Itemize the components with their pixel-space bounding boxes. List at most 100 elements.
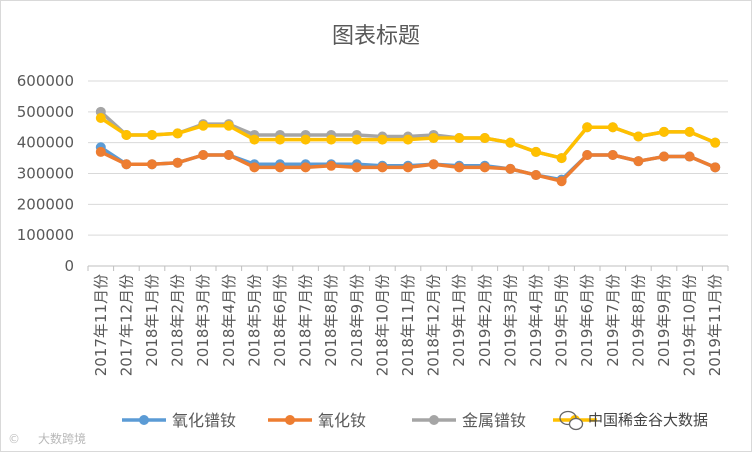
legend-label: 氧化镨钕 — [172, 411, 236, 430]
x-tick-label: 2019年8月份 — [629, 274, 647, 367]
data-point — [172, 157, 183, 168]
data-point — [172, 128, 183, 139]
x-tick-label: 2018年1月份 — [143, 274, 161, 367]
x-tick-label: 2019年3月份 — [501, 274, 519, 367]
data-point — [633, 156, 644, 167]
x-tick-label: 2019年5月份 — [553, 274, 571, 367]
data-point — [582, 150, 593, 160]
x-tick-label: 2018年4月份 — [220, 274, 238, 367]
data-point — [607, 150, 618, 160]
x-tick-label: 2019年7月份 — [604, 274, 622, 367]
data-point — [249, 134, 260, 145]
data-point — [556, 176, 567, 187]
legend: 氧化镨钕 氧化钕 金属镨钕 — [122, 411, 597, 430]
y-tick-label: 600000 — [17, 72, 74, 90]
legend-swatch-marker — [429, 415, 439, 425]
data-point — [479, 133, 490, 144]
x-tick-label: 2019年2月份 — [476, 274, 494, 367]
data-point — [454, 133, 465, 144]
x-tick-label: 2017年12月份 — [117, 274, 135, 376]
data-point — [377, 162, 388, 173]
data-point — [300, 134, 311, 145]
data-point — [454, 162, 465, 173]
legend-label: 氧化钕 — [318, 411, 366, 430]
series-4 — [95, 113, 721, 164]
data-point — [275, 134, 285, 145]
data-point — [403, 134, 413, 145]
legend-label: 金属镨钕 — [462, 411, 526, 430]
data-point — [659, 126, 669, 137]
data-point — [121, 129, 132, 140]
y-tick-label: 300000 — [17, 165, 74, 183]
chart-title: 图表标题 — [332, 24, 420, 49]
data-point — [249, 162, 260, 173]
y-tick-label: 0 — [64, 257, 74, 275]
x-tick-label: 2019年11月份 — [706, 274, 724, 376]
wechat-account-name: 中国稀金谷大数据 — [588, 411, 708, 429]
data-point — [633, 131, 644, 142]
data-point — [326, 160, 337, 171]
data-point — [147, 129, 157, 140]
y-tick-label: 100000 — [17, 226, 74, 244]
data-point — [428, 133, 439, 144]
legend-swatch-marker — [139, 415, 149, 425]
y-tick-label: 500000 — [17, 103, 74, 121]
legend-item: 氧化钕 — [268, 411, 366, 430]
data-point — [223, 120, 234, 131]
data-point — [531, 170, 541, 181]
data-point — [659, 151, 669, 162]
data-point — [428, 159, 439, 170]
data-point — [531, 146, 541, 157]
data-point — [607, 122, 618, 133]
x-tick-label: 2018年7月份 — [297, 274, 315, 367]
x-tick-label: 2018年9月份 — [348, 274, 366, 367]
data-point — [300, 162, 311, 173]
x-tick-label: 2018年10月份 — [373, 274, 391, 376]
legend-item: 金属镨钕 — [412, 411, 526, 430]
data-point — [710, 162, 721, 173]
data-point — [684, 151, 695, 162]
x-tick-label: 2019年1月份 — [450, 274, 468, 367]
data-point — [556, 153, 567, 164]
data-point — [582, 122, 593, 133]
series-2 — [95, 146, 721, 187]
x-tick-label: 2018年2月份 — [169, 274, 187, 367]
x-tick-label: 2018年11月份 — [399, 274, 417, 376]
wechat-watermark: 中国稀金谷大数据 — [559, 410, 708, 431]
x-tick-label: 2018年8月份 — [322, 274, 340, 367]
data-point — [198, 120, 209, 131]
wechat-icon — [559, 410, 584, 431]
data-point — [505, 137, 516, 148]
x-tick-label: 2018年12月份 — [425, 274, 443, 376]
data-point — [275, 162, 285, 173]
data-point — [479, 162, 490, 173]
x-tick-label: 2018年6月份 — [271, 274, 289, 367]
x-tick-label: 2019年6月份 — [578, 274, 596, 367]
data-point — [95, 113, 106, 123]
data-point — [223, 150, 234, 160]
x-tick-label: 2017年11月份 — [92, 274, 110, 376]
y-axis-ticks: 0 100000 200000 300000 400000 500000 600000 — [17, 72, 74, 275]
data-point — [505, 163, 516, 174]
x-axis-ticks: 2017年11月份 2017年12月份 2018年1月份 2018年2月份 2018年3… — [87, 266, 729, 376]
x-tick-label: 2018年5月份 — [245, 274, 263, 367]
data-point — [377, 134, 388, 145]
y-tick-label: 200000 — [17, 195, 74, 213]
data-point — [351, 162, 362, 173]
data-point — [95, 146, 106, 157]
watermark-logo-icon: © — [8, 432, 20, 446]
data-point — [710, 137, 721, 148]
y-tick-label: 400000 — [17, 134, 74, 152]
bottom-left-watermark: © 大数跨境 — [8, 431, 86, 446]
x-tick-label: 2018年3月份 — [194, 274, 212, 367]
data-point — [198, 150, 209, 160]
data-point — [403, 162, 413, 173]
watermark-text: 大数跨境 — [38, 431, 86, 446]
data-point — [326, 134, 337, 145]
x-tick-label: 2019年4月份 — [527, 274, 545, 367]
series-lines — [95, 106, 721, 187]
legend-item: 氧化镨钕 — [122, 411, 236, 430]
data-point — [684, 126, 695, 137]
